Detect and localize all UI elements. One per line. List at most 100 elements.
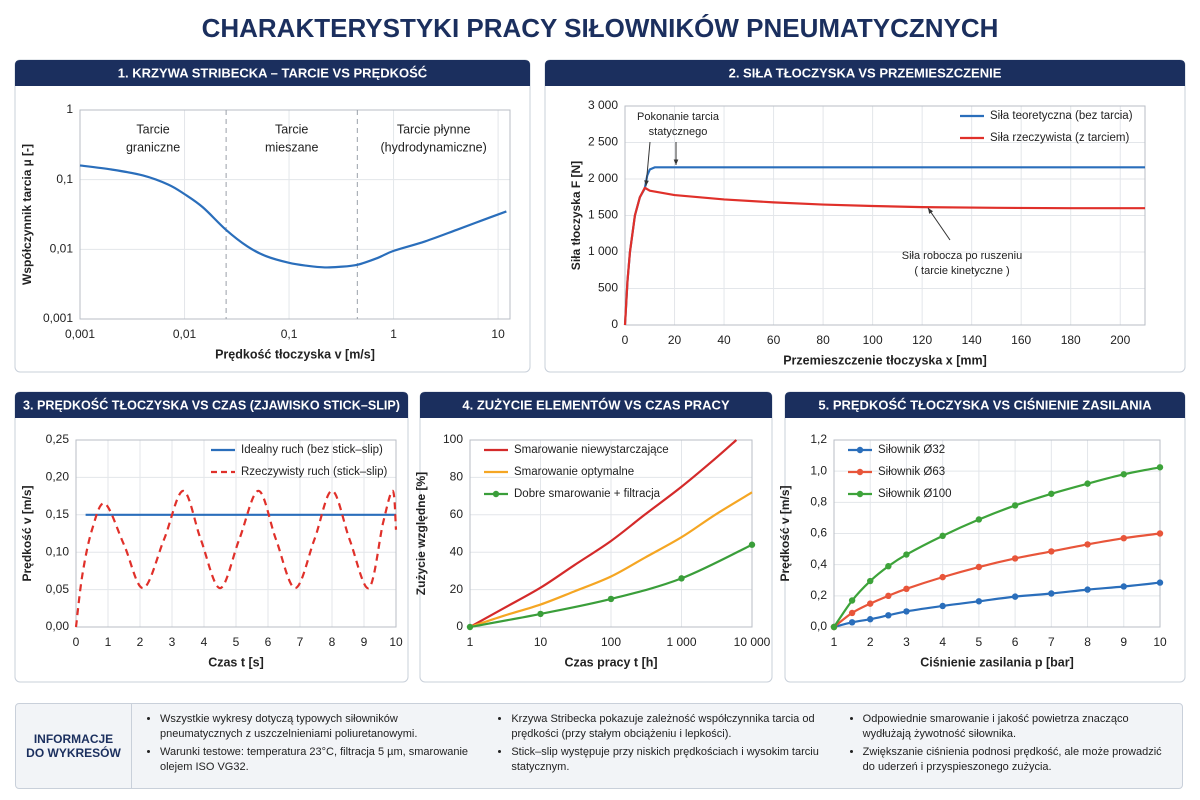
- series-marker: [903, 608, 910, 615]
- series-marker: [1120, 583, 1127, 590]
- panel-title: 1. KRZYWA STRIBECKA – TARCIE VS PRĘDKOŚĆ: [118, 65, 428, 80]
- y-tick-label: 0,6: [810, 526, 827, 540]
- annotation: Pokonanie tarcia: [637, 111, 720, 123]
- panel-header: [15, 392, 408, 418]
- series-marker: [1120, 534, 1127, 542]
- plot-frame: [624, 105, 1146, 326]
- series-marker: [1084, 541, 1091, 548]
- x-tick-label: 60: [767, 333, 781, 347]
- series-marker: [867, 600, 874, 607]
- legend-label: Siła teoretyczna (bez tarcia): [990, 110, 1133, 122]
- series-marker: [1011, 502, 1019, 509]
- plot-frame: [79, 109, 511, 320]
- series-marker: [867, 616, 874, 623]
- y-tick-label: 1 500: [588, 208, 618, 222]
- y-tick-label: 0,1: [56, 172, 73, 186]
- series-marker: [848, 609, 856, 617]
- legend-label: Dobre smarowanie + filtracja: [514, 488, 661, 500]
- info-bullet: Krzywa Stribecka pokazuje zależność wspó…: [511, 712, 820, 742]
- series-line: [469, 439, 738, 628]
- x-tick-label: 10: [1153, 635, 1167, 649]
- x-tick-label: 1: [467, 635, 474, 649]
- y-tick-label: 1,0: [810, 463, 827, 477]
- series-line: [79, 164, 507, 269]
- info-bullet: Odpowiednie smarowanie i jakość powietrz…: [863, 712, 1172, 742]
- legend-label: Siłownik Ø100: [878, 488, 952, 500]
- x-tick-label: 200: [1110, 333, 1130, 347]
- x-tick-label: 10 000: [734, 635, 771, 649]
- legend-label: Idealny ruch (bez stick–slip): [241, 444, 383, 456]
- x-axis-label: Prędkość tłoczyska v [m/s]: [215, 347, 375, 361]
- x-tick-label: 20: [668, 333, 682, 347]
- x-tick-label: 10: [389, 635, 403, 649]
- y-tick-label: 0,25: [46, 432, 70, 446]
- page-title: CHARAKTERYSTYKI PRACY SIŁOWNIKÓW PNEUMAT…: [202, 13, 999, 43]
- x-tick-label: 8: [1084, 635, 1091, 649]
- x-tick-label: 4: [201, 635, 208, 649]
- plot-frame: [75, 439, 397, 628]
- x-tick-label: 3: [169, 635, 176, 649]
- x-tick-label: 6: [1012, 635, 1019, 649]
- region-label: (hydrodynamiczne): [381, 140, 487, 154]
- y-tick-label: 0,15: [46, 507, 70, 521]
- panel: [14, 59, 531, 373]
- series-marker: [1084, 586, 1091, 593]
- plot-frame: [469, 439, 753, 628]
- y-tick-label: 500: [598, 281, 618, 295]
- region-label: Tarcie: [136, 122, 169, 136]
- y-tick-label: 2 500: [588, 135, 618, 149]
- series-marker: [830, 623, 838, 631]
- y-tick-label: 60: [450, 507, 464, 521]
- x-tick-label: 3: [903, 635, 910, 649]
- series-marker: [867, 577, 874, 585]
- series-marker: [939, 602, 946, 610]
- annotation: ( tarcie kinetyczne ): [914, 265, 1009, 277]
- panel-header: [545, 60, 1185, 86]
- panel-title: 2. SIŁA TŁOCZYSKA VS PRZEMIESZCZENIE: [729, 65, 1002, 80]
- series-marker: [678, 575, 685, 582]
- annotation-arrow: [927, 207, 951, 241]
- legend-label: Smarowanie optymalne: [514, 466, 634, 478]
- region-label: Tarcie: [275, 122, 308, 136]
- y-tick-label: 0,10: [46, 544, 70, 558]
- x-tick-label: 0: [622, 333, 629, 347]
- series-marker: [1048, 490, 1055, 497]
- series-marker: [1048, 548, 1055, 555]
- y-axis-label: Prędkość v [m/s]: [778, 485, 792, 581]
- y-tick-label: 0,00: [46, 619, 70, 633]
- x-tick-label: 7: [1048, 635, 1055, 649]
- y-tick-label: 0,4: [810, 557, 827, 571]
- x-tick-label: 120: [912, 333, 932, 347]
- y-tick-label: 0,8: [810, 495, 827, 509]
- y-tick-label: 20: [450, 582, 464, 596]
- x-tick-label: 4: [939, 635, 946, 649]
- x-tick-label: 0,001: [65, 327, 95, 341]
- series-marker: [748, 541, 756, 548]
- legend-marker: [856, 490, 864, 498]
- x-tick-label: 2: [867, 635, 874, 649]
- x-tick-label: 100: [601, 635, 621, 649]
- series-marker: [607, 595, 615, 603]
- x-tick-label: 6: [265, 635, 272, 649]
- legend-label: Smarowanie niewystarczające: [514, 444, 669, 456]
- info-column: Odpowiednie smarowanie i jakość powietrz…: [849, 712, 1172, 782]
- series-marker: [1156, 530, 1164, 537]
- annotation-arrow: [645, 141, 651, 187]
- info-bullet: Stick–slip występuje przy niskich prędko…: [511, 745, 820, 775]
- legend-marker: [856, 446, 864, 454]
- panel-header: [785, 392, 1185, 418]
- y-axis-label: Współczynnik tarcia µ [-]: [20, 144, 34, 285]
- x-tick-label: 5: [233, 635, 240, 649]
- region-label: graniczne: [126, 140, 180, 154]
- legend-label: Siłownik Ø63: [878, 466, 945, 478]
- y-tick-label: 0,01: [50, 242, 74, 256]
- x-tick-label: 10: [534, 635, 548, 649]
- x-tick-label: 140: [962, 333, 982, 347]
- series-marker: [939, 532, 946, 540]
- x-tick-label: 9: [1120, 635, 1127, 649]
- arrow-head: [644, 180, 649, 186]
- panel-title: 3. PRĘDKOŚĆ TŁOCZYSKA VS CZAS (ZJAWISKO …: [23, 397, 400, 412]
- arrow-head: [673, 159, 679, 165]
- x-tick-label: 180: [1061, 333, 1081, 347]
- y-tick-label: 1,2: [810, 432, 827, 446]
